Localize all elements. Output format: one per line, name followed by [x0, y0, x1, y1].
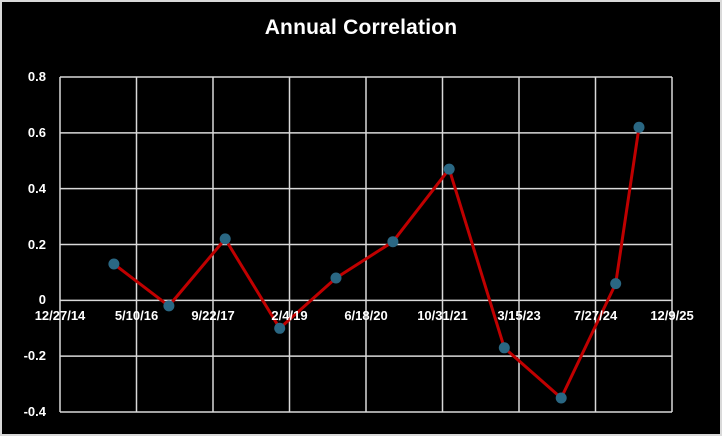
- x-tick-label: 5/10/16: [114, 308, 159, 323]
- data-point-marker: [633, 121, 645, 133]
- y-tick-label: 0.4: [27, 180, 46, 196]
- x-tick-label: 9/22/17: [191, 308, 235, 323]
- data-point-marker: [443, 163, 455, 175]
- chart-title: Annual Correlation: [264, 16, 458, 39]
- data-point-marker: [330, 272, 342, 284]
- data-point-marker: [610, 278, 622, 290]
- y-tick-label: 0.2: [27, 236, 46, 252]
- data-point-marker: [387, 236, 399, 248]
- series-line: [112, 125, 641, 400]
- y-tick-label: 0.8: [27, 69, 46, 84]
- data-point-marker: [219, 233, 231, 245]
- x-tick-label: 6/18/20: [344, 308, 388, 323]
- data-point-marker: [163, 300, 175, 312]
- y-tick-label: 0: [38, 292, 46, 308]
- data-point-marker: [555, 392, 567, 404]
- x-tick-label: 7/27/24: [573, 308, 618, 323]
- y-tick-label: -0.4: [23, 404, 46, 419]
- data-point-marker: [108, 258, 120, 270]
- y-tick-label: -0.2: [23, 348, 46, 364]
- x-tick-label: 10/31/21: [417, 308, 468, 323]
- data-point-marker: [274, 322, 286, 334]
- x-tick-label: 12/27/14: [34, 308, 86, 323]
- y-tick-label: 0.6: [27, 124, 46, 140]
- data-point-marker: [498, 342, 510, 354]
- x-tick-label: 2/4/19: [271, 308, 308, 323]
- x-tick-label: 12/9/25: [650, 308, 694, 323]
- x-tick-label: 3/15/23: [497, 308, 541, 323]
